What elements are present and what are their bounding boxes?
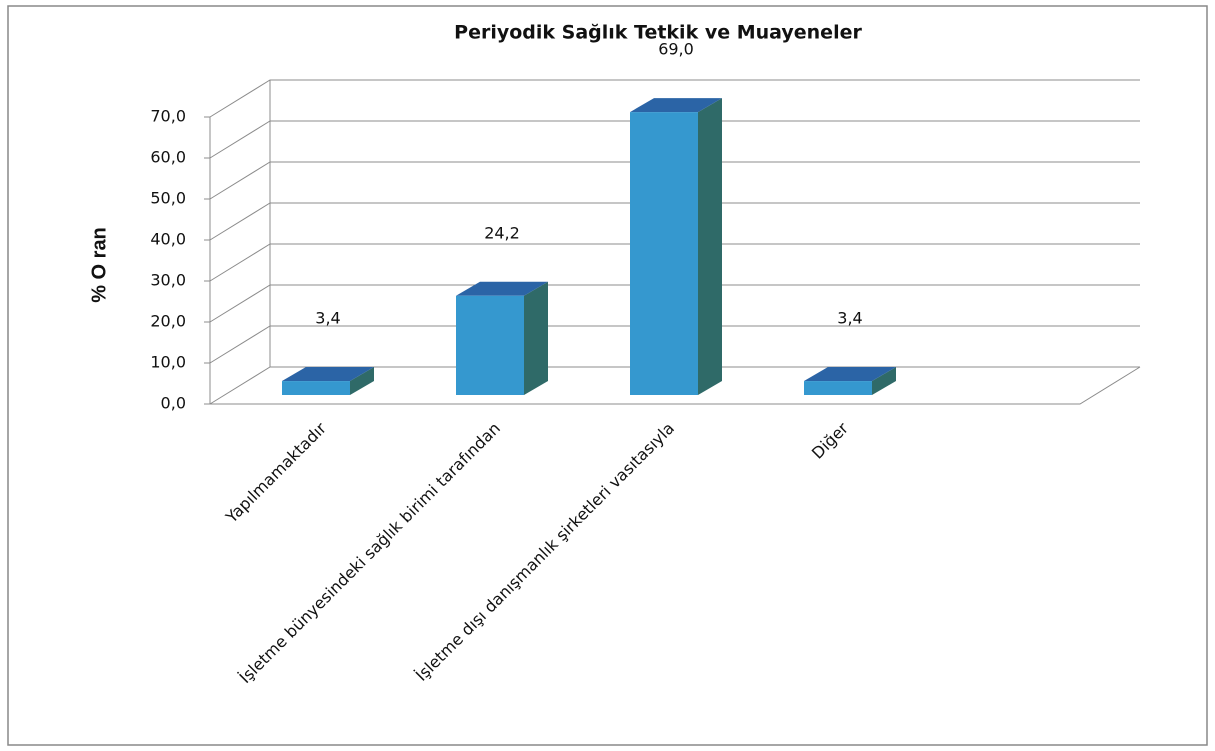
grid-line [209,366,1140,405]
y-tick-label: 0,0 [161,394,186,413]
grid-line [209,243,1140,282]
data-label: 3,4 [315,309,340,328]
data-label: 69,0 [658,40,694,59]
bar-side [698,98,722,395]
bar [630,112,698,395]
y-tick-label: 60,0 [150,148,186,167]
y-tick-label: 20,0 [150,312,186,331]
bar-top [456,281,548,296]
bar-side [872,367,896,395]
bar-top [804,367,896,382]
y-tick-label: 70,0 [150,107,186,126]
y-tick-label: 10,0 [150,353,186,372]
bar-top [282,367,374,382]
chart-frame [7,5,1208,746]
bar [456,295,524,395]
y-tick-label: 50,0 [150,189,186,208]
grid-line [209,325,1140,364]
data-label: 24,2 [484,223,520,242]
bar-top [630,98,722,113]
bar [804,381,872,395]
bar-side [350,367,374,395]
y-tick-label: 40,0 [150,230,186,249]
y-tick-label: 30,0 [150,271,186,290]
y-axis-title: % O ran [88,227,110,303]
data-label: 3,4 [837,309,862,328]
grid-line [209,79,1140,118]
floor [210,366,1141,405]
grid-line [209,120,1140,159]
grid-line [209,202,1140,241]
bar-side [524,281,548,395]
chart-title: Periyodik Sağlık Tetkik ve Muayeneler [454,22,862,44]
grid-line [209,284,1140,323]
bar [282,381,350,395]
grid-line [209,161,1140,200]
